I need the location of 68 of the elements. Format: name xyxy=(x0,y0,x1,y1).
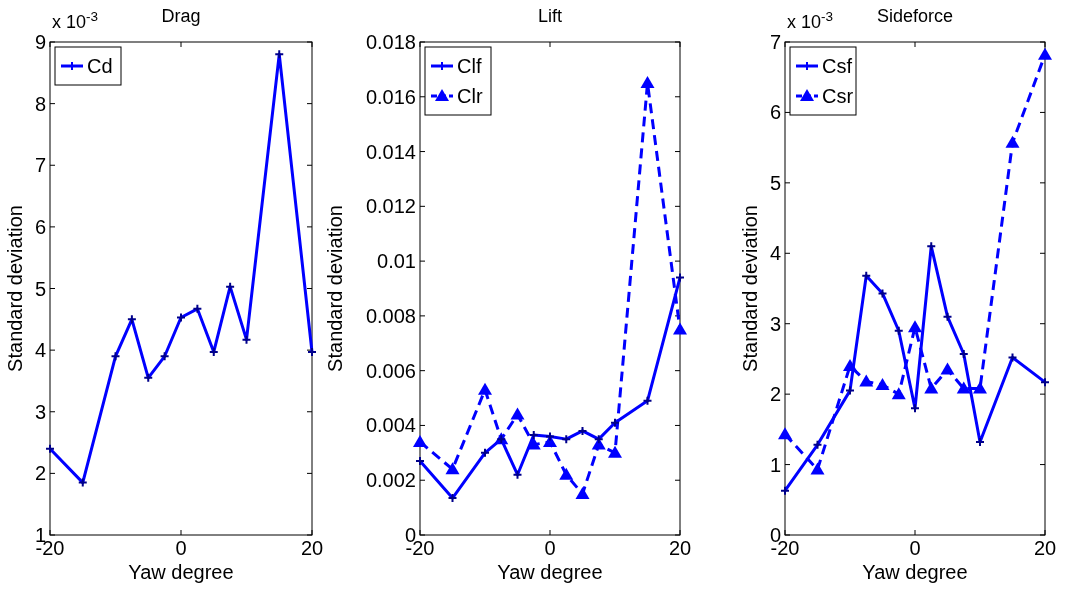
y-tick-label: 5 xyxy=(34,277,46,300)
y-tick-label: 4 xyxy=(34,339,46,362)
point xyxy=(810,462,825,475)
y-axis-title: Standard deviation xyxy=(739,205,761,372)
text: x 10$^{-3}$ xyxy=(52,8,99,32)
point xyxy=(608,445,622,458)
legend-label: Csf xyxy=(822,55,853,77)
y-tick-label: 0.008 xyxy=(365,304,416,327)
legend-label: Clr xyxy=(457,85,483,107)
y-tick-label: 0.004 xyxy=(365,414,416,437)
chart-title: Sideforce xyxy=(876,6,954,26)
point xyxy=(478,382,492,395)
x-axis-title: Yaw degree xyxy=(128,561,234,583)
point xyxy=(908,320,922,333)
y-tick-label: 0.018 xyxy=(365,31,416,53)
y-tick-label: 5 xyxy=(769,171,781,194)
legend-label: Clf xyxy=(457,55,482,77)
y-axis-title: Standard deviation xyxy=(324,205,346,372)
y-tick-label: 3 xyxy=(34,400,46,423)
point xyxy=(413,434,427,447)
point xyxy=(559,467,574,480)
y-tick-label: 6 xyxy=(769,101,781,124)
y-axis-title: Standard deviation xyxy=(4,205,26,372)
y-tick-label: 7 xyxy=(34,154,46,177)
point xyxy=(510,407,525,420)
x-tick-label: 0 xyxy=(909,537,921,559)
y-tick-label: 2 xyxy=(769,383,781,406)
point xyxy=(575,486,590,499)
y-tick-label: 0.006 xyxy=(365,359,416,382)
point xyxy=(1005,135,1020,148)
point xyxy=(778,427,792,440)
point xyxy=(940,362,955,375)
x-tick-label: 20 xyxy=(300,537,324,559)
point xyxy=(843,358,857,371)
y-tick-label: 7 xyxy=(769,31,781,53)
point xyxy=(875,377,890,390)
point xyxy=(1038,47,1052,60)
y-tick-label: 0.014 xyxy=(365,140,416,163)
chart-title: Drag xyxy=(161,6,201,26)
point xyxy=(924,381,939,394)
y-tick-label: 3 xyxy=(769,312,781,335)
x-tick-label: 0 xyxy=(544,537,556,559)
y-tick-label: 8 xyxy=(34,92,46,115)
x-tick-label: 20 xyxy=(1033,537,1057,559)
legend-label: Cd xyxy=(87,55,113,77)
point xyxy=(973,381,987,394)
chart-title: Lift xyxy=(537,6,563,26)
legend-label: Csr xyxy=(822,85,854,107)
y-tick-label: 2 xyxy=(34,462,46,485)
x-axis-title: Yaw degree xyxy=(862,561,968,583)
x-axis-title: Yaw degree xyxy=(497,561,603,583)
point xyxy=(445,462,460,475)
y-tick-label: 0.012 xyxy=(365,195,416,218)
y-tick-label: 4 xyxy=(769,242,781,265)
point xyxy=(640,76,655,89)
y-tick-label: 0.002 xyxy=(365,469,416,492)
x-tick-label: 20 xyxy=(668,537,692,559)
point xyxy=(673,322,687,335)
text: x 10$^{-3}$ xyxy=(787,8,834,32)
point xyxy=(891,387,906,400)
y-tick-label: 6 xyxy=(34,215,46,238)
y-tick-label: 9 xyxy=(34,31,46,53)
y-tick-label: 0.016 xyxy=(365,85,416,108)
x-tick-label: 0 xyxy=(175,537,187,559)
point xyxy=(956,381,971,394)
point xyxy=(859,374,874,387)
y-tick-label: 0.01 xyxy=(377,250,416,273)
y-tick-label: 1 xyxy=(769,453,781,476)
